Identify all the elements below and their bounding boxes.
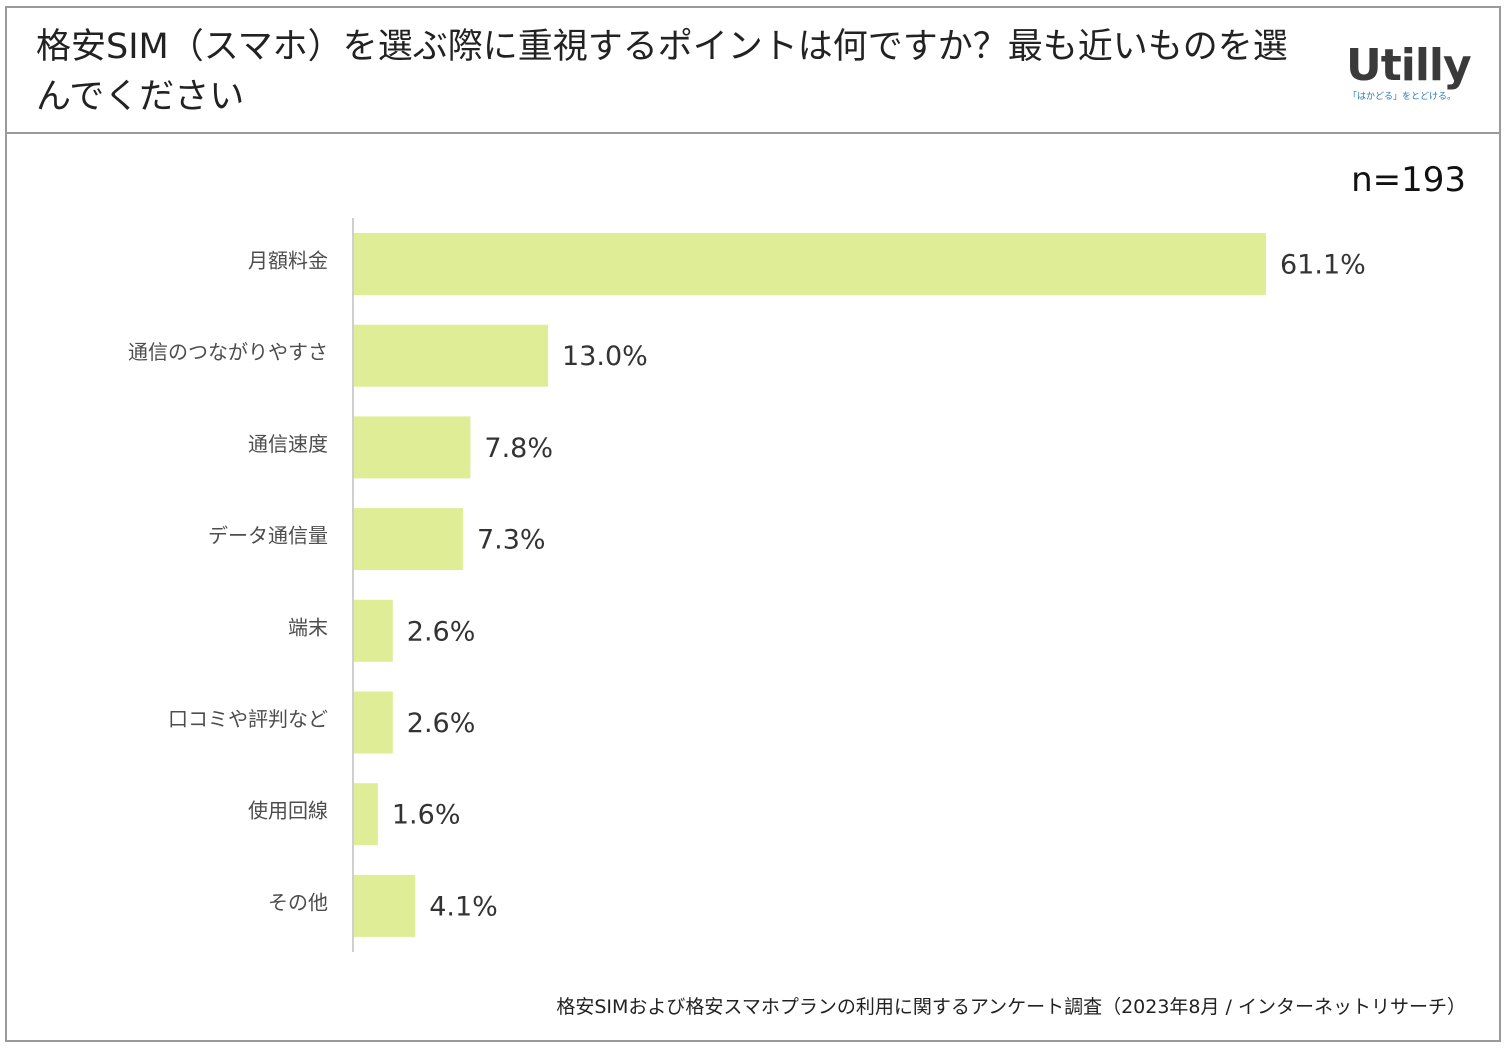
value-label-2: 7.8% xyxy=(484,433,553,464)
source-footnote: 格安SIMおよび格安スマホプランの利用に関するアンケート調査（2023年8月 /… xyxy=(556,996,1466,1018)
value-label-7: 4.1% xyxy=(429,891,498,922)
category-label-3: データ通信量 xyxy=(208,524,328,548)
category-label-5: 口コミや評判など xyxy=(168,707,328,731)
chart-title: 格安SIM（スマホ）を選ぶ際に重視するポイントは何ですか？最も近いものを選んでく… xyxy=(36,27,1288,117)
labels-layer: 月額料金 61.1% 通信のつながりやすさ 13.0% 通信速度 7.8% データ通信量 7.… xyxy=(128,249,1366,923)
bars-layer xyxy=(354,233,1266,937)
value-label-5: 2.6% xyxy=(407,708,476,739)
category-label-6: 使用回線 xyxy=(248,799,328,823)
category-label-7: その他 xyxy=(268,890,328,914)
value-label-4: 2.6% xyxy=(407,616,476,647)
bar-7 xyxy=(354,874,416,937)
sample-size-label: n=193 xyxy=(1351,160,1466,200)
bar-5 xyxy=(354,691,393,754)
utilly-logo: Utilly 「はかどる」をとどける。 xyxy=(1346,40,1476,102)
bar-2 xyxy=(354,416,471,479)
header-divider xyxy=(5,132,1501,134)
logo-wordmark: Utilly xyxy=(1346,40,1472,91)
bar-6 xyxy=(354,783,378,846)
category-label-4: 端末 xyxy=(288,615,328,639)
bar-4 xyxy=(354,599,393,662)
category-label-2: 通信速度 xyxy=(248,432,328,456)
bar-0 xyxy=(354,233,1266,295)
value-label-1: 13.0% xyxy=(562,341,648,372)
value-label-6: 1.6% xyxy=(392,800,461,831)
value-label-3: 7.3% xyxy=(477,525,546,556)
value-label-0: 61.1% xyxy=(1280,250,1366,281)
logo-tagline: 「はかどる」をとどける。 xyxy=(1348,92,1457,102)
category-label-0: 月額料金 xyxy=(248,249,328,273)
chart-frame xyxy=(5,6,1501,1042)
bar-1 xyxy=(354,324,549,387)
category-label-1: 通信のつながりやすさ xyxy=(128,340,328,364)
bar-3 xyxy=(354,508,463,571)
